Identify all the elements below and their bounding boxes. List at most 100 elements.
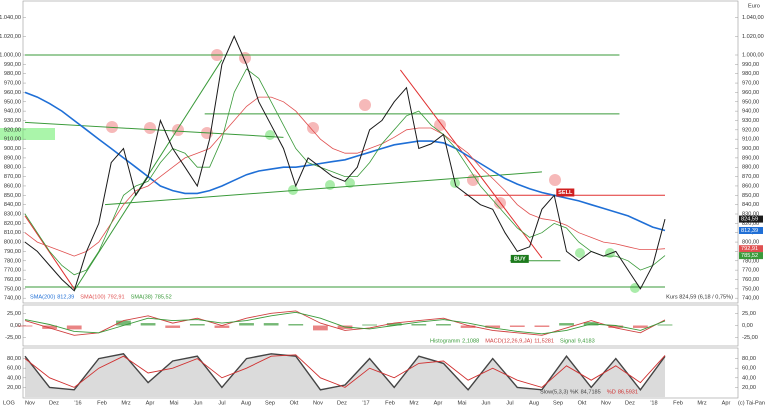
legend-value: 11,5281 (534, 338, 554, 344)
y-tick-label-right: 800,00 (742, 240, 759, 246)
y-tick-label-right: 1.000,00 (742, 52, 764, 58)
x-tick-label: Jul (218, 400, 225, 406)
marker (434, 119, 446, 131)
annotation-label: BUY (514, 256, 526, 262)
histogram-bar (66, 325, 82, 330)
series-line (24, 353, 666, 391)
y-tick-label: 850,00 (4, 193, 21, 199)
y-tick-label: 750,00 (4, 286, 21, 292)
y-tick-label-right: 1.040,00 (742, 15, 764, 21)
histogram-bar (411, 324, 427, 326)
x-tick-label: Aug (241, 400, 251, 406)
y-tick-label: 25,00 (7, 311, 21, 317)
y-tick-label: 990,00 (4, 62, 21, 68)
y-tick-label: 830,00 (4, 211, 21, 217)
x-tick-label: Apr (722, 400, 731, 406)
histogram-bar (165, 325, 181, 328)
y-tick-label-right: -25,00 (742, 335, 758, 341)
legend-value: 86,5931 (618, 389, 638, 395)
y-tick-label-right: 750,00 (742, 286, 759, 292)
histogram-bar (239, 323, 254, 326)
series-line (24, 68, 666, 276)
unit-label: Euro (748, 3, 760, 9)
x-tick-label: '18 (650, 400, 657, 406)
series-line (24, 311, 666, 335)
histogram-bar (460, 325, 476, 328)
marker (467, 174, 479, 186)
x-tick-label: Jul (506, 400, 513, 406)
legend-value: 9,4183 (578, 338, 595, 344)
y-tick-label: 1.020,00 (0, 34, 21, 40)
y-tick-label-right: 780,00 (742, 258, 759, 264)
histogram-bar (140, 323, 156, 326)
y-tick-label: 800,00 (4, 240, 21, 246)
zone (0, 128, 55, 140)
y-tick-label: 970,00 (4, 81, 21, 87)
y-tick-label: 20,00 (7, 385, 21, 391)
y-tick-label: 790,00 (4, 249, 21, 255)
scale-label: LOG (3, 400, 15, 406)
end-label: 792,91 (741, 246, 758, 252)
x-tick-label: Feb (385, 400, 395, 406)
y-tick-label: 810,00 (4, 230, 21, 236)
y-tick-label: 840,00 (4, 202, 21, 208)
x-tick-label: Jun (193, 400, 202, 406)
marker (630, 283, 640, 293)
y-tick-label-right: 920,00 (742, 127, 759, 133)
y-tick-label-right: 740,00 (742, 296, 759, 302)
y-tick-label-right: 950,00 (742, 99, 759, 105)
y-tick-label: 0,00 (10, 323, 21, 329)
marker (549, 174, 561, 186)
legend-label: %D (607, 389, 616, 395)
y-tick-label: 1.040,00 (0, 15, 21, 21)
x-tick-label: Dez (49, 400, 59, 406)
y-tick-label-right: 830,00 (742, 211, 759, 217)
y-tick-label-right: 80,00 (742, 356, 756, 362)
annotation-box (556, 188, 575, 197)
histogram-bar (116, 320, 131, 326)
y-tick-label-right: 25,00 (742, 311, 756, 317)
y-tick-label: 820,00 (4, 221, 21, 227)
histogram-bar (313, 325, 328, 331)
y-tick-label-right: 60,00 (742, 366, 756, 372)
x-tick-label: Nov (601, 400, 611, 406)
end-label: 812,39 (741, 228, 758, 234)
x-tick-label: Feb (673, 400, 683, 406)
legend-value: 785,52 (155, 294, 172, 300)
y-tick-label-right: 820,00 (742, 221, 759, 227)
series-line (24, 310, 666, 336)
marker (288, 185, 298, 195)
end-label: 785,52 (741, 253, 758, 259)
histogram-bar (534, 325, 550, 327)
y-tick-label: -25,00 (5, 335, 21, 341)
y-tick-label-right: 760,00 (742, 277, 759, 283)
stoch-area (25, 353, 665, 397)
x-tick-label: Mrz (121, 400, 131, 406)
stoch-frame (22, 347, 739, 399)
marker (605, 248, 615, 258)
series-line (24, 354, 666, 388)
histogram-bar (485, 325, 501, 328)
y-tick-label-right: 770,00 (742, 268, 759, 274)
y-tick-label-right: 990,00 (742, 62, 759, 68)
histogram-bar (436, 324, 451, 326)
y-tick-label: 40,00 (7, 375, 21, 381)
y-tick-label: 900,00 (4, 146, 21, 152)
trend-line (399, 69, 543, 259)
series-line (24, 96, 666, 257)
x-tick-label: Mai (169, 400, 178, 406)
x-tick-label: Mai (457, 400, 466, 406)
x-tick-label: Okt (578, 400, 587, 406)
y-tick-label-right: 850,00 (742, 193, 759, 199)
histogram-bar (386, 323, 402, 326)
histogram-bar (559, 323, 574, 326)
histogram-bar (288, 324, 304, 326)
y-tick-label: 80,00 (7, 356, 21, 362)
histogram-bar (509, 325, 525, 327)
legend-label: SMA(38) (131, 294, 153, 300)
y-tick-label: 1.000,00 (0, 52, 21, 58)
marker (307, 122, 319, 134)
end-label-box (739, 215, 763, 223)
kurs-text: Kurs 824,59 (6,18 / 0,75%) (666, 294, 733, 300)
